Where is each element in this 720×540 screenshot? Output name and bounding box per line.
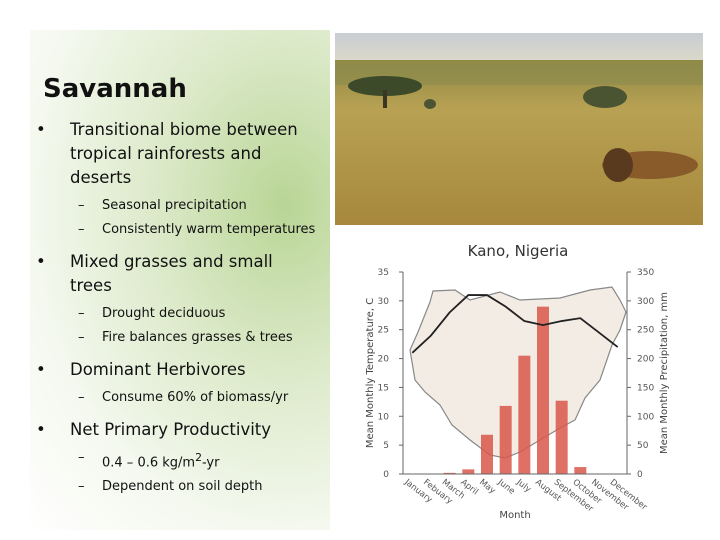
bullet-list: Transitional biome between tropical rain… [36, 118, 326, 507]
x-axis-title: Month [499, 510, 530, 521]
bar [555, 400, 568, 474]
bar [443, 472, 456, 474]
x-tick-label: July [514, 477, 533, 495]
y-tick-label: 0 [383, 470, 389, 480]
y2-tick-label: 0 [637, 470, 643, 480]
sub-bullet: Consistently warm temperatures [70, 220, 332, 240]
sub-list: 0.4 – 0.6 kg/m2-yrDependent on soil dept… [70, 448, 326, 497]
y2-tick-label: 150 [637, 383, 654, 393]
sub-list: Drought deciduousFire balances grasses &… [70, 304, 326, 348]
axes-frame [402, 272, 628, 475]
sub-text: -yr [201, 455, 220, 471]
y-axis-title: Mean Monthly Temperature, C [365, 298, 376, 448]
plot-area [411, 294, 619, 474]
bullet-text: Net Primary Productivity [70, 420, 272, 439]
y-tick-label: 35 [378, 268, 389, 278]
sub-bullet: Consume 60% of biomass/yr [70, 388, 332, 408]
y2-tick-label: 50 [637, 441, 649, 451]
map-outline [409, 286, 627, 459]
y-tick-label: 20 [378, 355, 390, 365]
y-tick-label: 10 [378, 412, 390, 422]
bullet-text: Mixed grasses and small trees [70, 252, 273, 295]
y2-tick-label: 350 [637, 268, 654, 278]
slide-title: Savannah [43, 74, 187, 104]
bullet-text: Dominant Herbivores [70, 360, 246, 379]
y2-tick-label: 250 [637, 326, 654, 336]
sub-bullet: Fire balances grasses & trees [70, 328, 332, 348]
y-tick-label: 30 [378, 297, 390, 307]
bullet: Dominant Herbivores Consume 60% of biomas… [36, 358, 326, 408]
sub-text: 0.4 – 0.6 kg/m [102, 455, 196, 471]
bullet: Mixed grasses and small trees Drought dec… [36, 250, 326, 348]
x-tick-label: May [477, 477, 497, 496]
photo [335, 33, 703, 225]
sub-list: Consume 60% of biomass/yr [70, 388, 326, 408]
sub-bullet: Seasonal precipitation [70, 196, 332, 216]
bar [462, 469, 475, 474]
x-tick-label: June [495, 477, 517, 497]
bar [499, 405, 512, 474]
bullet: Net Primary Productivity 0.4 – 0.6 kg/m2-… [36, 418, 326, 497]
y-tick-label: 25 [378, 326, 389, 336]
sub-bullet: Drought deciduous [70, 304, 332, 324]
chart-title: Kano, Nigeria [468, 242, 569, 260]
y-tick-label: 5 [383, 441, 389, 451]
bullet-text: Transitional biome between tropical rain… [70, 120, 298, 187]
line [411, 294, 619, 354]
bar [574, 467, 587, 474]
bar [481, 434, 493, 474]
sub-list: Seasonal precipitationConsistently warm … [70, 196, 326, 240]
sub-bullet: 0.4 – 0.6 kg/m2-yr [70, 448, 332, 473]
y2-tick-label: 100 [637, 412, 654, 422]
y-tick-label: 15 [378, 383, 389, 393]
y2-axis-title: Mean Monthly Precipitation, mm [659, 292, 670, 454]
bar [537, 306, 549, 474]
bullet: Transitional biome between tropical rain… [36, 118, 326, 240]
sub-bullet: Dependent on soil depth [70, 477, 332, 497]
y2-tick-label: 200 [637, 355, 654, 365]
bar [518, 355, 531, 474]
superscript: 2 [195, 451, 202, 464]
y2-tick-label: 300 [637, 297, 654, 307]
